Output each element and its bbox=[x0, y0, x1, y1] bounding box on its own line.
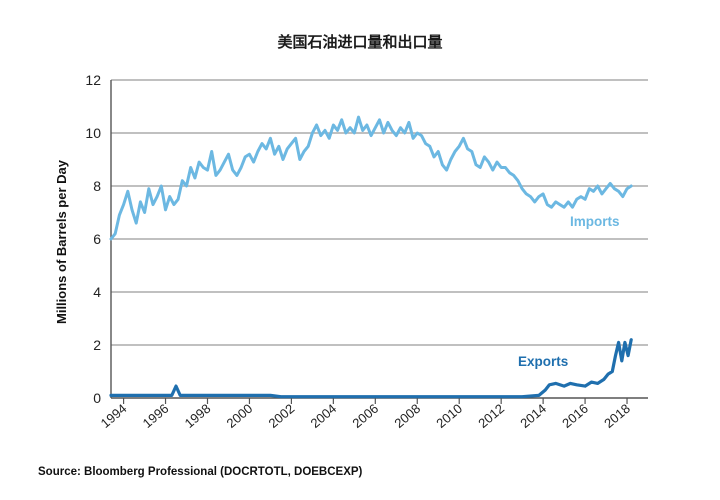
y-tick-labels: 0 2 4 6 8 10 12 bbox=[85, 72, 101, 406]
x-tick-label-2018: 2018 bbox=[601, 401, 633, 431]
series-layer bbox=[109, 115, 633, 399]
x-tick-labels: 1994 1996 1998 2000 2002 2004 2006 2008 2010 2012… bbox=[98, 401, 633, 431]
series-line-imports bbox=[109, 115, 633, 241]
imports-label: Imports bbox=[570, 214, 620, 229]
y-tick-label-0: 0 bbox=[93, 390, 101, 406]
y-tick-label-10: 10 bbox=[85, 125, 101, 141]
x-tick-label-1994: 1994 bbox=[98, 401, 130, 431]
y-tick-label-6: 6 bbox=[93, 231, 101, 247]
y-axis-label: Millions of Barrels per Day bbox=[54, 159, 69, 324]
x-tick-label-2016: 2016 bbox=[559, 401, 591, 431]
source-note: Source: Bloomberg Professional (DOCRTOTL… bbox=[38, 466, 363, 478]
exports-label: Exports bbox=[518, 354, 568, 369]
y-tick-label-12: 12 bbox=[85, 72, 101, 88]
grid-layer bbox=[111, 79, 648, 346]
x-tick-label-2004: 2004 bbox=[307, 401, 339, 431]
x-tick-label-1998: 1998 bbox=[182, 401, 214, 431]
y-tick-label-8: 8 bbox=[93, 178, 101, 194]
x-tick-label-2008: 2008 bbox=[391, 401, 423, 431]
x-tick-label-2010: 2010 bbox=[433, 401, 465, 431]
y-tick-label-2: 2 bbox=[93, 337, 101, 353]
x-tick-label-2000: 2000 bbox=[224, 401, 256, 431]
x-tick-label-2002: 2002 bbox=[266, 401, 298, 431]
x-tick-label-2012: 2012 bbox=[475, 401, 507, 431]
x-tick-label-1996: 1996 bbox=[140, 401, 172, 431]
y-tick-label-4: 4 bbox=[93, 284, 101, 300]
x-tick-label-2006: 2006 bbox=[349, 401, 381, 431]
x-tick-label-2014: 2014 bbox=[517, 401, 549, 431]
chart-title: 美国石油进口量和出口量 bbox=[277, 33, 442, 51]
series-line-exports bbox=[109, 338, 633, 399]
